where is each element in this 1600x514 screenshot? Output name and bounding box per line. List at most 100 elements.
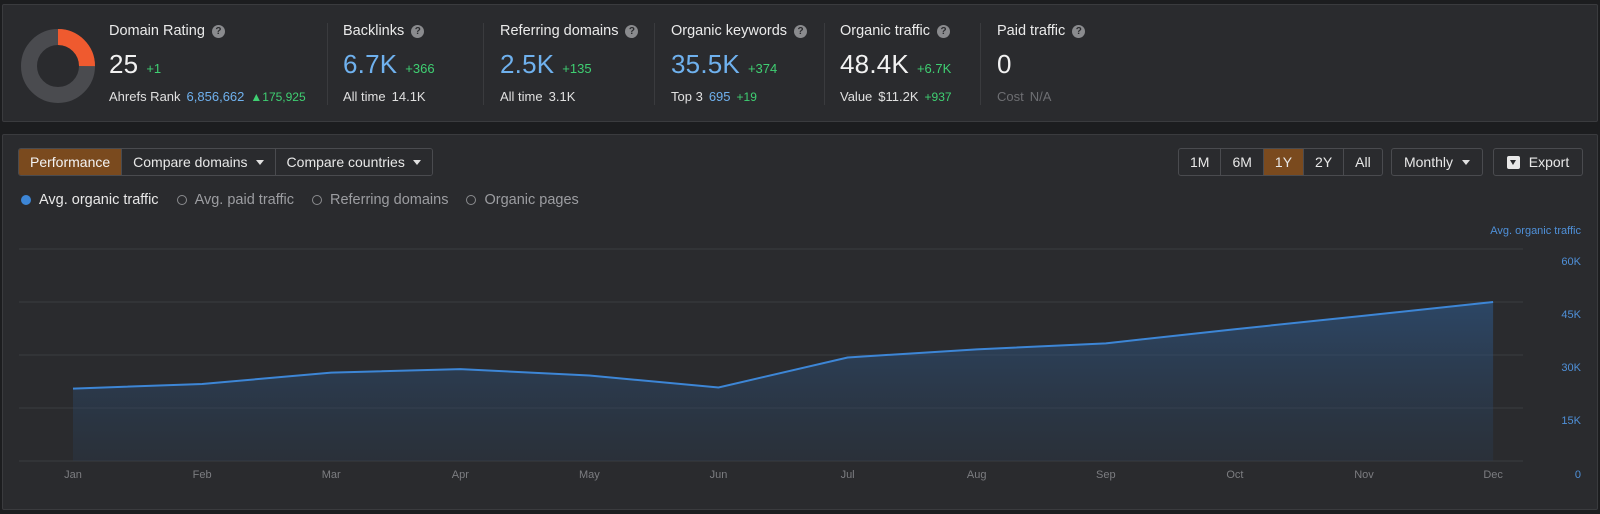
traffic-line [72, 301, 1494, 390]
tab-label: Performance [30, 154, 111, 170]
metric-delta: +1 [146, 61, 162, 76]
tab-label: Compare domains [133, 154, 248, 170]
x-tick-label: May [579, 469, 600, 481]
metric-title: Organic keywords [671, 23, 788, 39]
metric-sub-label: Cost [997, 89, 1024, 104]
x-tick-label: Dec [1483, 469, 1503, 481]
metric-paid-traffic: Paid traffic? 0 Cost N/A [997, 23, 1086, 113]
metric-value: 25 [109, 49, 139, 79]
metric-delta: +366 [405, 61, 435, 76]
help-icon[interactable]: ? [625, 24, 639, 38]
metric-sub-delta: +19 [736, 89, 757, 104]
y-tick-label: 15K [1561, 415, 1581, 427]
referring-domains-link[interactable]: 2.5K [500, 49, 555, 79]
metric-value: 0 [997, 49, 1012, 79]
metric-sub-label: Top 3 [671, 89, 703, 104]
domain-rating-arc [21, 29, 95, 103]
legend-organic-pages[interactable]: Organic pages [466, 192, 579, 208]
range-6m-button[interactable]: 6M [1221, 149, 1264, 175]
divider [327, 23, 328, 105]
range-all-button[interactable]: All [1355, 154, 1371, 170]
radio-unchecked-icon [176, 195, 187, 205]
metric-title: Paid traffic [997, 23, 1066, 39]
help-icon[interactable]: ? [794, 24, 808, 38]
y-tick-label: 30K [1561, 362, 1581, 374]
compare-domains-dropdown[interactable]: Compare domains [122, 149, 276, 175]
tab-label: Compare countries [286, 154, 405, 170]
y-axis-ticks: 0 15K 30K 45K 60K [1561, 256, 1581, 481]
legend-avg-paid-traffic[interactable]: Avg. paid traffic [176, 192, 294, 208]
divider [654, 23, 655, 105]
metric-value: 48.4K [840, 49, 909, 79]
metric-domain-rating: Domain Rating? 25 +1 Ahrefs Rank 6,856,662… [109, 23, 306, 113]
range-2y-button[interactable]: 2Y [1304, 149, 1345, 175]
x-tick-label: Aug [967, 469, 987, 481]
help-icon[interactable]: ? [211, 24, 225, 38]
metric-title: Referring domains [500, 23, 619, 39]
legend-referring-domains[interactable]: Referring domains [311, 192, 449, 208]
help-icon[interactable]: ? [1072, 24, 1086, 38]
y-tick-label: 45K [1561, 309, 1581, 321]
x-tick-label: Sep [1096, 469, 1116, 481]
metric-title: Organic traffic [840, 23, 930, 39]
backlinks-link[interactable]: 6.7K [343, 49, 398, 79]
export-label: Export [1528, 154, 1570, 170]
metric-sub-label: Value [840, 89, 873, 104]
y-axis-series-label: Avg. organic traffic [1490, 225, 1581, 237]
metric-organic-traffic: Organic traffic? 48.4K +6.7K Value $11.2K +… [840, 23, 952, 113]
x-axis-ticks: Jan Feb Mar Apr May Jun Jul Aug Sep Oct Nov Dec [64, 469, 1503, 481]
x-tick-label: Mar [322, 469, 341, 481]
metric-sub-value: $11.2K [878, 89, 919, 104]
metric-sub-label: All time [500, 89, 543, 104]
divider [483, 23, 484, 105]
divider [824, 23, 825, 105]
date-range-selector: 1M 6M 1Y 2Y All [1178, 148, 1383, 176]
chevron-down-icon [255, 159, 264, 165]
metric-sub-value: 14.1K [391, 89, 426, 104]
help-icon[interactable]: ? [411, 24, 425, 38]
download-icon [1506, 155, 1520, 169]
legend-avg-organic-traffic[interactable]: Avg. organic traffic [21, 192, 159, 208]
organic-keywords-link[interactable]: 35.5K [671, 49, 740, 79]
metric-delta: +374 [747, 61, 778, 76]
compare-countries-dropdown[interactable]: Compare countries [275, 149, 432, 175]
chart-legend: Avg. organic traffic Avg. paid traffic R… [21, 192, 579, 208]
metric-sub-label: Ahrefs Rank [109, 89, 181, 104]
metric-title: Backlinks [343, 23, 405, 39]
radio-unchecked-icon [311, 195, 322, 205]
x-tick-label: Apr [452, 469, 469, 481]
metric-organic-keywords: Organic keywords? 35.5K +374 Top 3 695 +19 [671, 23, 808, 113]
metric-referring-domains: Referring domains? 2.5K +135 All time 3.1K [500, 23, 639, 113]
domain-rating-donut [21, 29, 95, 103]
chevron-down-icon [412, 159, 421, 165]
range-1y-button[interactable]: 1Y [1263, 149, 1305, 175]
export-button[interactable]: Export [1493, 148, 1583, 176]
metric-sub-delta: ▲175,925 [250, 89, 306, 104]
traffic-chart: Avg. organic traffic 0 15K 30K 45K 60K Jan Fe… [19, 225, 1582, 481]
traffic-area [73, 302, 1494, 461]
y-tick-label: 60K [1561, 256, 1581, 268]
x-tick-label: Jan [64, 469, 82, 481]
x-tick-label: Oct [1226, 469, 1243, 481]
view-tabs: Performance Compare domains Compare coun… [18, 148, 433, 176]
top3-link[interactable]: 695 [708, 89, 731, 104]
legend-label: Avg. organic traffic [39, 192, 159, 208]
granularity-dropdown[interactable]: Monthly [1391, 148, 1483, 176]
y-tick-label: 0 [1575, 469, 1581, 481]
metric-sub-value: 3.1K [548, 89, 576, 104]
help-icon[interactable]: ? [937, 24, 950, 38]
x-tick-label: Jun [710, 469, 728, 481]
metric-title: Domain Rating [109, 23, 205, 39]
legend-label: Organic pages [484, 192, 579, 208]
chevron-down-icon [1462, 159, 1471, 165]
legend-label: Avg. paid traffic [194, 192, 294, 208]
radio-unchecked-icon [466, 195, 477, 205]
metric-delta: +6.7K [916, 61, 952, 76]
metric-backlinks: Backlinks? 6.7K +366 All time 14.1K [343, 23, 435, 113]
x-tick-label: Feb [193, 469, 212, 481]
tab-performance[interactable]: Performance [19, 149, 123, 175]
range-1m-button[interactable]: 1M [1179, 149, 1222, 175]
ahrefs-rank-link[interactable]: 6,856,662 [186, 89, 245, 104]
x-tick-label: Nov [1354, 469, 1374, 481]
legend-label: Referring domains [329, 192, 449, 208]
